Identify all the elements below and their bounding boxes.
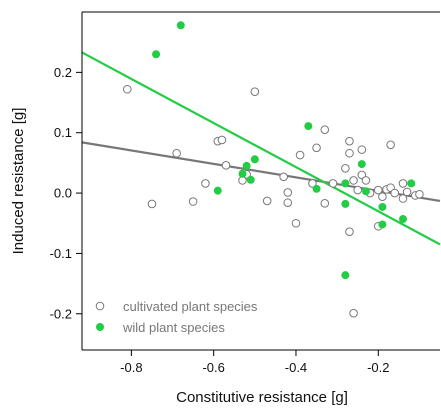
cultivated-species-point bbox=[349, 308, 358, 318]
regression-line-wild bbox=[81, 51, 441, 246]
cultivated-species-point bbox=[349, 176, 358, 185]
wild-species-point bbox=[398, 215, 407, 224]
cultivated-species-point bbox=[353, 185, 363, 195]
cultivated-species-point bbox=[320, 125, 330, 134]
legend-marker-wild bbox=[96, 323, 104, 331]
axes bbox=[81, 11, 440, 351]
cultivated-species-point bbox=[328, 179, 338, 188]
cultivated-species-point bbox=[390, 188, 400, 198]
x-axis-ticks: -0.8 -0.6 -0.4 -0.2 bbox=[120, 350, 389, 375]
cultivated-species-point bbox=[357, 145, 367, 154]
x-axis-title: Constitutive resistance [g] bbox=[176, 389, 348, 406]
y-axis-title: Induced resistance [g] bbox=[10, 108, 27, 255]
cultivated-species-point bbox=[250, 87, 260, 96]
cultivated-species-point bbox=[201, 179, 210, 188]
wild-species-point bbox=[341, 179, 350, 188]
wild-species-point bbox=[176, 21, 185, 30]
legend-label-wild: wild plant species bbox=[122, 320, 225, 335]
cultivated-species-point bbox=[341, 164, 350, 173]
legend: cultivated plant species wild plant spec… bbox=[95, 299, 258, 335]
wild-species-point bbox=[246, 175, 255, 184]
x-tick-label: -0.4 bbox=[285, 360, 307, 375]
cultivated-species-point bbox=[386, 140, 395, 150]
cultivated-species-point bbox=[283, 198, 293, 208]
cultivated-species-point bbox=[378, 192, 387, 201]
cultivated-species-point bbox=[217, 135, 227, 145]
cultivated-species-point bbox=[262, 196, 272, 206]
cultivated-species-point bbox=[398, 179, 408, 188]
y-tick-label: -0.2 bbox=[50, 306, 72, 321]
regression-lines bbox=[81, 51, 441, 246]
cultivated-species-point bbox=[221, 161, 231, 170]
wild-species-point bbox=[312, 184, 321, 193]
wild-species-point bbox=[361, 187, 370, 196]
y-axis-ticks: -0.2 -0.1 0.0 0.1 0.2 bbox=[50, 65, 82, 321]
cultivated-species-point bbox=[172, 148, 181, 158]
wild-species-point bbox=[378, 202, 387, 211]
cultivated-species-point bbox=[402, 187, 412, 197]
cultivated-species-point bbox=[312, 143, 321, 153]
y-tick-label: 0.2 bbox=[54, 65, 72, 80]
wild-species-point bbox=[250, 155, 259, 164]
cultivated-species-point bbox=[279, 172, 288, 182]
data-points bbox=[122, 21, 424, 318]
cultivated-species-point bbox=[283, 188, 293, 197]
cultivated-species-point bbox=[188, 197, 198, 206]
cultivated-species-point bbox=[345, 136, 354, 146]
cultivated-species-point bbox=[361, 176, 371, 185]
wild-species-point bbox=[238, 169, 247, 178]
wild-species-point bbox=[304, 122, 313, 131]
wild-species-point bbox=[378, 220, 387, 229]
wild-species-point bbox=[152, 50, 161, 59]
cultivated-species-point bbox=[147, 199, 157, 209]
cultivated-species-point bbox=[345, 148, 354, 158]
cultivated-species-point bbox=[122, 84, 132, 94]
y-tick-label: 0.0 bbox=[54, 186, 72, 201]
wild-species-point bbox=[341, 271, 350, 280]
x-tick-label: -0.6 bbox=[202, 360, 224, 375]
wild-species-point bbox=[407, 179, 416, 188]
wild-species-point bbox=[357, 160, 366, 169]
cultivated-species-point bbox=[415, 189, 424, 199]
cultivated-species-point bbox=[373, 185, 383, 195]
cultivated-species-point bbox=[320, 199, 330, 208]
legend-label-cultivated: cultivated plant species bbox=[123, 299, 258, 314]
wild-species-point bbox=[341, 199, 350, 208]
y-tick-label: 0.1 bbox=[54, 125, 72, 140]
wild-species-point bbox=[213, 186, 222, 195]
cultivated-species-point bbox=[291, 218, 301, 228]
legend-marker-cultivated bbox=[95, 301, 105, 311]
x-tick-label: -0.8 bbox=[120, 360, 142, 375]
y-tick-label: -0.1 bbox=[50, 246, 72, 261]
wild-species-point bbox=[242, 161, 251, 170]
cultivated-species-point bbox=[295, 150, 305, 160]
cultivated-species-point bbox=[398, 194, 408, 203]
cultivated-species-point bbox=[345, 227, 354, 236]
x-tick-label: -0.2 bbox=[367, 360, 389, 375]
cultivated-species-point bbox=[308, 179, 317, 188]
